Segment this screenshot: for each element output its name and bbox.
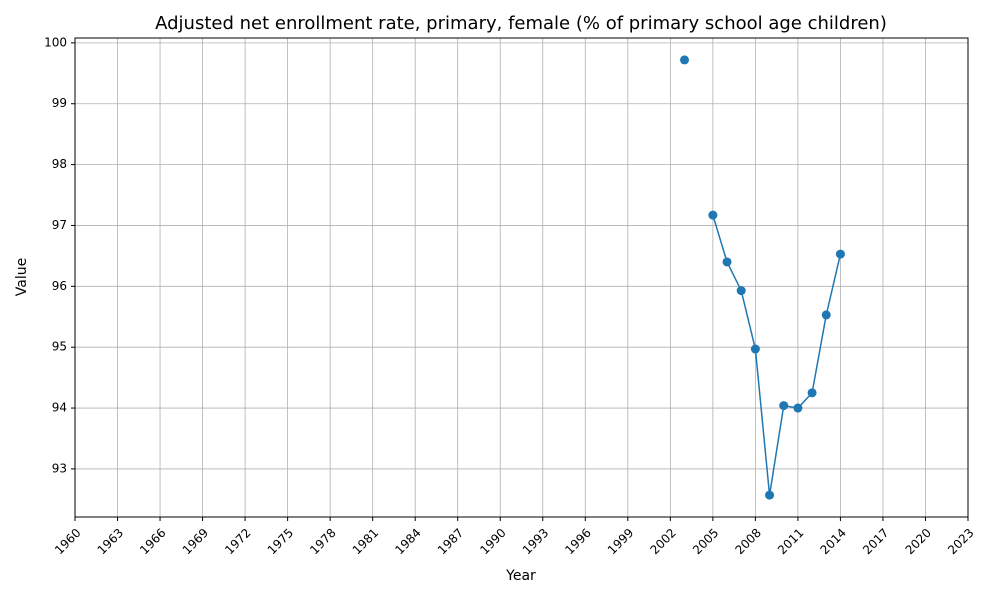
point (722, 257, 732, 267)
y-tick-label: 97 (52, 218, 67, 232)
x-axis-label: Year (505, 568, 536, 584)
x-tick-label: 1978 (307, 526, 338, 557)
x-tick-label: 1975 (265, 526, 296, 557)
x-tick-label: 2023 (945, 526, 976, 557)
y-axis-label: Value (14, 258, 30, 296)
x-tick-label: 2020 (903, 526, 934, 557)
x-tick-label: 1999 (605, 526, 636, 557)
y-tick-label: 95 (52, 340, 67, 354)
point (793, 403, 803, 413)
point (736, 286, 746, 296)
y-tick-label: 99 (52, 96, 67, 110)
point (835, 249, 845, 259)
plot-frame (74, 37, 969, 518)
point (807, 388, 817, 398)
y-tick-label: 94 (52, 401, 67, 415)
x-tick-label: 2011 (775, 526, 806, 557)
line (712, 214, 842, 496)
x-tick-label: 2005 (690, 526, 721, 557)
x-tick-label: 1963 (95, 526, 126, 557)
point (708, 210, 718, 220)
x-tick-label: 1966 (137, 526, 168, 557)
x-tick-label: 2017 (860, 526, 891, 557)
x-tick-label: 1987 (435, 526, 466, 557)
y-tick-label: 93 (52, 461, 67, 475)
x-tick-label: 1960 (52, 526, 83, 557)
point (750, 344, 760, 354)
point (779, 401, 789, 411)
y-tick-label: 96 (52, 279, 67, 293)
x-tick-label: 1981 (350, 526, 381, 557)
point (821, 310, 831, 320)
x-tick-label: 1972 (222, 526, 253, 557)
point (765, 490, 775, 500)
x-tick-label: 1969 (180, 526, 211, 557)
y-tick-label: 100 (44, 35, 67, 49)
x-tick-label: 2014 (818, 526, 849, 557)
y-tick-label: 98 (52, 157, 67, 171)
chart-title: Adjusted net enrollment rate, primary, f… (155, 13, 887, 34)
point (680, 55, 690, 65)
x-tick-label: 1993 (520, 526, 551, 557)
x-tick-label: 1990 (477, 526, 508, 557)
x-tick-label: 2008 (732, 526, 763, 557)
x-tick-label: 2002 (647, 526, 678, 557)
x-tick-label: 1984 (392, 526, 423, 557)
x-tick-label: 1996 (562, 526, 593, 557)
